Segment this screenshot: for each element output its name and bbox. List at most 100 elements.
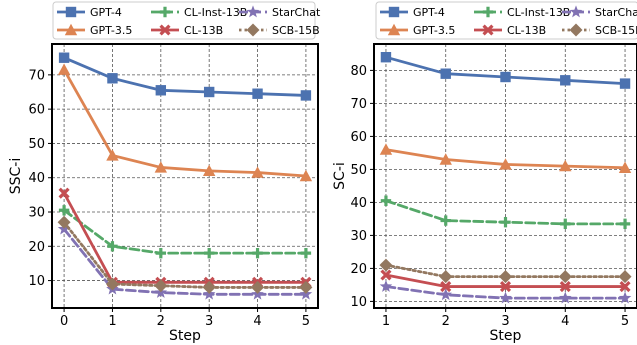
y-axis-label: SSC-i bbox=[8, 158, 24, 195]
legend-label: GPT-4 bbox=[90, 6, 122, 19]
data-point bbox=[439, 153, 452, 165]
data-point bbox=[560, 218, 571, 230]
legend-label: SCB-15B bbox=[595, 24, 637, 37]
legend-label: StarChat bbox=[272, 6, 321, 19]
x-tick-label: 3 bbox=[205, 314, 213, 329]
data-point bbox=[618, 161, 632, 173]
legend-label: GPT-3.5 bbox=[413, 24, 455, 37]
y-tick-label: 80 bbox=[350, 64, 367, 79]
data-point bbox=[380, 195, 392, 206]
legend-entry: CL-13B bbox=[151, 24, 223, 37]
x-axis-label: Step bbox=[490, 328, 522, 344]
series-2 bbox=[380, 195, 631, 230]
y-tick-label: 10 bbox=[28, 274, 45, 289]
data-point bbox=[440, 280, 452, 293]
data-point bbox=[299, 169, 313, 182]
data-point bbox=[203, 247, 215, 259]
data-point bbox=[439, 270, 453, 284]
data-point bbox=[299, 280, 313, 294]
legend-marker bbox=[159, 6, 171, 18]
legend-entry: GPT-3.5 bbox=[380, 23, 455, 37]
data-point bbox=[558, 270, 572, 284]
data-point bbox=[560, 75, 571, 86]
data-point bbox=[559, 291, 572, 304]
legend-label: CL-Inst-13B bbox=[184, 6, 247, 19]
x-tick-label: 1 bbox=[108, 314, 116, 329]
data-point bbox=[499, 291, 512, 304]
x-tick-label: 1 bbox=[382, 314, 390, 329]
x-tick-label: 0 bbox=[60, 314, 68, 329]
series-line bbox=[62, 191, 308, 284]
data-point bbox=[107, 73, 118, 84]
legend-entry: SCB-15B bbox=[562, 23, 637, 37]
y-tick-label: 20 bbox=[350, 262, 367, 277]
data-point bbox=[559, 159, 572, 172]
data-point bbox=[57, 63, 71, 75]
series-3 bbox=[380, 269, 631, 293]
y-tick-label: 70 bbox=[28, 68, 45, 83]
data-point bbox=[379, 279, 393, 292]
legend-entry: GPT-4 bbox=[380, 6, 445, 19]
data-point bbox=[57, 215, 71, 229]
series-4 bbox=[379, 279, 632, 304]
legend-marker bbox=[65, 6, 77, 18]
data-point bbox=[58, 52, 70, 63]
data-point bbox=[619, 78, 631, 89]
legend-marker bbox=[159, 24, 171, 36]
legend-entry: SCB-15B bbox=[239, 23, 320, 37]
data-point bbox=[106, 149, 119, 161]
y-tick-label: 40 bbox=[350, 196, 367, 211]
data-point bbox=[154, 161, 168, 173]
legend-entry: StarChat bbox=[239, 5, 321, 19]
y-tick-label: 60 bbox=[28, 103, 45, 118]
series-line bbox=[62, 220, 308, 289]
data-point bbox=[252, 88, 263, 99]
series-1 bbox=[57, 63, 313, 182]
data-point bbox=[499, 158, 512, 170]
series-5 bbox=[57, 215, 313, 294]
legend-entry: GPT-4 bbox=[57, 6, 122, 19]
data-point bbox=[58, 187, 70, 199]
data-point bbox=[252, 247, 263, 259]
legend-marker bbox=[569, 23, 583, 37]
series-1 bbox=[379, 143, 632, 173]
data-point bbox=[107, 241, 118, 252]
series-line bbox=[62, 227, 308, 296]
data-point bbox=[499, 270, 512, 284]
data-point bbox=[203, 86, 215, 98]
x-tick-label: 4 bbox=[561, 314, 569, 329]
legend-marker bbox=[482, 24, 494, 36]
data-point bbox=[618, 270, 632, 284]
y-tick-label: 30 bbox=[28, 206, 45, 221]
x-tick-label: 5 bbox=[302, 314, 310, 329]
legend-label: GPT-4 bbox=[413, 6, 445, 19]
y-axis-label: SC-i bbox=[332, 162, 348, 190]
data-point bbox=[500, 217, 511, 228]
chart-panel-1: 0 1 2 3 4 5 10 20 30 40 50 60 70 Step SSC-i GPT-4 GPT-3.… bbox=[8, 1, 321, 344]
chart-panel-2: 1 2 3 4 5 10 20 30 40 50 60 70 80 Step SC-i GPT-4 GPT-3.… bbox=[332, 1, 637, 344]
y-tick-label: 50 bbox=[350, 163, 367, 178]
series-0 bbox=[380, 52, 631, 89]
legend-marker bbox=[246, 23, 260, 37]
legend-marker bbox=[246, 5, 260, 18]
data-point bbox=[155, 85, 167, 96]
data-point bbox=[618, 291, 632, 304]
legend-label: CL-13B bbox=[507, 24, 546, 37]
legend-label: CL-Inst-13B bbox=[507, 6, 570, 19]
gridlines bbox=[374, 44, 637, 308]
legend-label: CL-13B bbox=[184, 24, 223, 37]
data-point bbox=[300, 247, 312, 259]
legend-label: StarChat bbox=[595, 6, 637, 19]
legend: GPT-4 GPT-3.5 CL-Inst-13B CL-13B StarChat SCB… bbox=[375, 1, 637, 40]
series-5 bbox=[379, 258, 632, 284]
data-point bbox=[379, 143, 393, 155]
x-axis-label: Step bbox=[169, 328, 201, 344]
y-tick-label: 30 bbox=[350, 229, 367, 244]
data-point bbox=[559, 280, 571, 293]
data-point bbox=[202, 280, 216, 294]
legend-entry: CL-13B bbox=[474, 24, 546, 37]
legend-entry: GPT-3.5 bbox=[57, 23, 132, 37]
data-point bbox=[202, 164, 216, 177]
y-tick-label: 60 bbox=[350, 130, 367, 145]
data-point bbox=[105, 277, 119, 291]
